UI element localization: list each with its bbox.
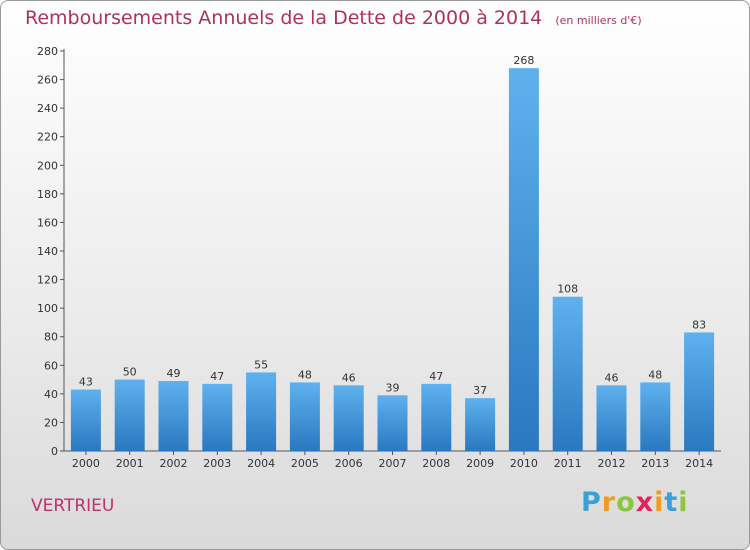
y-tick-label: 120 [37,274,58,287]
logo-letter: r [601,487,617,518]
bar-value-label: 48 [648,368,662,381]
logo-letter: i [654,487,665,518]
bar [158,381,189,451]
y-tick-label: 80 [44,331,58,344]
y-tick-label: 20 [44,416,58,429]
bar [333,385,364,451]
bar [596,385,627,451]
y-tick-label: 60 [44,359,58,372]
bar [202,383,233,451]
x-tick-label: 2009 [466,457,494,470]
x-tick-label: 2007 [379,457,407,470]
x-tick-label: 2012 [598,457,626,470]
y-tick-label: 40 [44,388,58,401]
bar [246,372,277,451]
bar [114,379,145,451]
bar-value-label: 50 [123,366,137,379]
y-tick-label: 100 [37,302,58,315]
x-tick-label: 2011 [554,457,582,470]
logo-letter: t [664,487,679,518]
bar [377,395,408,451]
y-tick-label: 200 [37,159,58,172]
y-tick-label: 160 [37,216,58,229]
y-tick-label: 220 [37,131,58,144]
bar [421,383,452,451]
x-tick-label: 2008 [422,457,450,470]
bar-value-label: 37 [473,384,487,397]
bar-value-label: 47 [429,370,443,383]
bar [70,389,101,451]
logo-letter: i [678,487,689,518]
bar-value-label: 39 [386,381,400,394]
y-tick-label: 0 [51,445,58,458]
bar [552,296,583,451]
bar-value-label: 48 [298,368,312,381]
proxiti-logo: Proxiti [581,487,689,518]
x-tick-label: 2000 [72,457,100,470]
x-tick-label: 2013 [641,457,669,470]
bar-value-label: 46 [605,371,619,384]
bar-value-label: 47 [210,370,224,383]
logo-letter: x [635,487,655,518]
y-tick-label: 240 [37,102,58,115]
x-tick-label: 2006 [335,457,363,470]
y-tick-label: 140 [37,245,58,258]
bar [465,398,496,451]
y-tick-label: 280 [37,45,58,58]
bar-value-label: 49 [167,367,181,380]
x-tick-label: 2001 [116,457,144,470]
chart-title: Remboursements Annuels de la Dette de 20… [25,7,543,29]
bar [684,332,715,451]
chart-subtitle: (en milliers d'€) [555,14,642,27]
bar-value-label: 46 [342,371,356,384]
x-tick-label: 2005 [291,457,319,470]
bar [289,382,320,451]
x-tick-label: 2014 [685,457,713,470]
x-tick-label: 2004 [247,457,275,470]
logo-letter: o [616,487,636,518]
x-tick-label: 2003 [203,457,231,470]
x-tick-label: 2002 [160,457,188,470]
bar-value-label: 55 [254,358,268,371]
logo-letter: P [581,487,602,518]
bar [508,68,539,452]
chart-title-block: Remboursements Annuels de la Dette de 20… [25,7,642,29]
y-tick-label: 260 [37,74,58,87]
commune-name: VERTRIEU [31,496,115,516]
bar-value-label: 108 [557,283,578,296]
x-tick-label: 2010 [510,457,538,470]
bar-value-label: 83 [692,318,706,331]
bar-value-label: 268 [513,54,534,67]
bar-value-label: 43 [79,376,93,389]
bar [640,382,671,451]
y-tick-label: 180 [37,188,58,201]
